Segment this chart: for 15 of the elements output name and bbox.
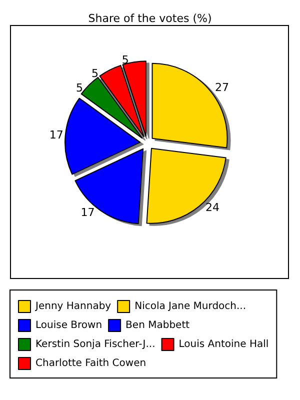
legend-label: Louis Antoine Hall [178,339,269,350]
data-label: 17 [49,128,64,142]
data-label: 5 [92,67,99,80]
legend-label: Jenny Hannaby [34,301,112,312]
data-label: 27 [215,80,230,94]
legend-label: Charlotte Faith Cowen [36,358,146,369]
legend-label: Louise Brown [36,320,102,331]
data-label: 5 [76,82,83,94]
data-label: 5 [122,54,129,67]
legend-label: Kerstin Sonja Fischer-J... [36,339,156,350]
legend-label: Ben Mabbett [126,320,190,331]
data-label: 24 [206,201,220,214]
data-label: 17 [80,206,95,219]
legend-label: Nicola Jane Murdoch... [134,301,246,312]
chart-title: Share of the votes (%) [88,12,212,25]
